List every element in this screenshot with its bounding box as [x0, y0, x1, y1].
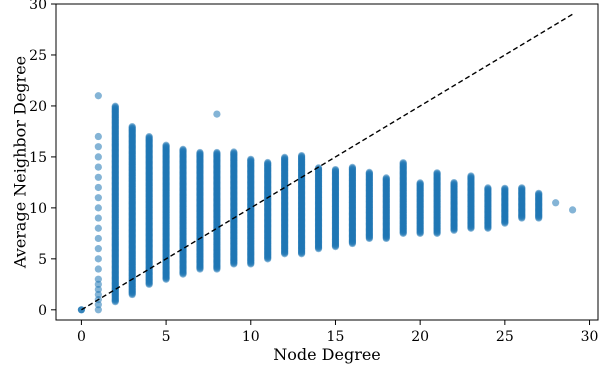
- data-point: [179, 145, 187, 153]
- y-axis-title: Average Neighbor Degree: [11, 56, 30, 269]
- y-tick-label: 0: [38, 303, 47, 319]
- data-point: [94, 224, 102, 232]
- data-point: [94, 255, 102, 263]
- data-point: [128, 123, 136, 131]
- data-point: [281, 153, 289, 162]
- data-point: [264, 158, 272, 167]
- data-point: [94, 183, 102, 192]
- data-point: [467, 172, 475, 180]
- data-point: [348, 163, 357, 171]
- data-point: [416, 179, 424, 187]
- data-point: [213, 148, 221, 157]
- x-axis-title: Node Degree: [273, 345, 381, 364]
- y-axis: 0 5 10 15 20 25 30: [29, 0, 56, 319]
- data-point: [94, 280, 102, 288]
- x-tick-label: 30: [581, 329, 599, 345]
- data-point: [331, 165, 340, 174]
- data-point: [111, 102, 119, 110]
- y-tick-label: 25: [29, 48, 47, 64]
- plot-frame: [55, 3, 599, 321]
- data-point: [94, 285, 102, 294]
- y-tick-label: 15: [29, 150, 47, 166]
- x-tick-label: 25: [496, 329, 514, 345]
- data-point: [247, 155, 255, 163]
- data-point: [94, 143, 102, 151]
- data-point: [94, 214, 102, 222]
- data-point: [568, 206, 577, 214]
- reference-line: [81, 13, 573, 311]
- y-tick-label: 30: [29, 0, 47, 13]
- data-point: [94, 301, 102, 309]
- data-point: [94, 204, 102, 212]
- x-axis: 0 5 10 15 20 25 30: [77, 320, 599, 345]
- data-point: [501, 184, 509, 192]
- data-point: [162, 141, 170, 149]
- data-point: [213, 110, 221, 118]
- data-point: [94, 234, 102, 243]
- data-point: [433, 169, 441, 177]
- data-point: [94, 290, 102, 299]
- y-tick-label: 20: [29, 99, 47, 115]
- data-point: [94, 245, 102, 253]
- x-tick-label: 10: [242, 329, 260, 345]
- data-point: [196, 148, 204, 157]
- data-point: [94, 163, 102, 171]
- data-point: [94, 265, 102, 273]
- data-point: [552, 199, 560, 207]
- y-tick-label: 5: [38, 252, 47, 268]
- data-point: [94, 153, 102, 161]
- data-point: [365, 168, 373, 176]
- data-point: [94, 173, 102, 181]
- data-point: [399, 159, 407, 167]
- data-point: [535, 189, 543, 197]
- y-tick-label: 10: [29, 201, 47, 217]
- data-point: [145, 133, 153, 141]
- data-point: [94, 275, 102, 283]
- x-tick-label: 5: [162, 329, 171, 345]
- data-point: [297, 151, 306, 160]
- data-point: [450, 178, 458, 187]
- scatter-points: [77, 92, 577, 314]
- data-point: [484, 184, 492, 192]
- data-point: [94, 92, 102, 100]
- x-tick-label: 0: [77, 329, 86, 345]
- data-point: [230, 148, 238, 156]
- data-point: [94, 194, 102, 202]
- data-point: [382, 174, 390, 182]
- x-tick-label: 15: [327, 329, 345, 345]
- data-point: [518, 184, 526, 192]
- x-tick-label: 20: [411, 329, 429, 345]
- data-point: [94, 132, 102, 141]
- data-point: [94, 306, 102, 314]
